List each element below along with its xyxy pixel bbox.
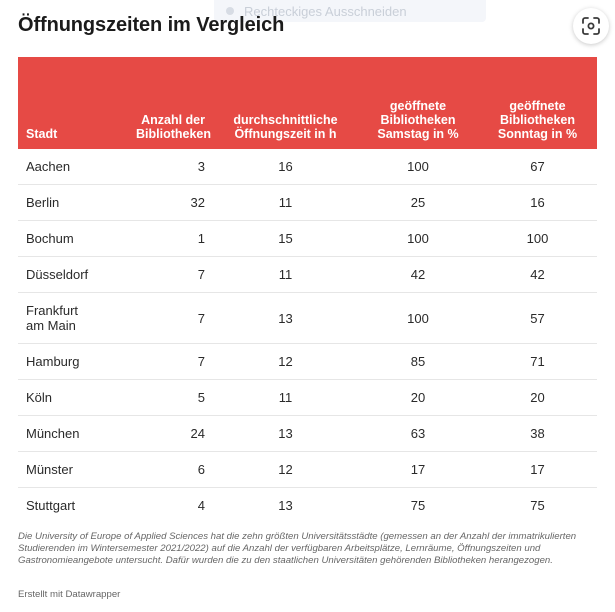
cell-oeffnungszeit: 13 [278,498,293,513]
cell-anzahl: 24 [128,415,213,452]
cell-anzahl: 32 [128,184,213,221]
cell-anzahl: 7 [128,292,213,344]
cell-stadt: Münster [18,451,128,488]
cell-sonntag: 17 [478,451,597,488]
credit-line: Erstellt mit Datawrapper [18,589,121,600]
table-row: Hamburg 7 12 85 71 [18,343,597,380]
table-header: Stadt Anzahl der Bibliotheken durchschni… [18,57,597,149]
cell-samstag: 100 [358,292,478,344]
cell-oeffnungszeit: 12 [213,451,358,488]
column-header-oeffnungszeit[interactable]: durchschnittliche Öffnungszeit in h [213,57,358,149]
cell-stadt: Aachen [18,149,128,185]
cell-anzahl: 6 [128,451,213,488]
cell-sonntag: 16 [478,184,597,221]
cell-samstag: 85 [358,343,478,380]
cell-oeffnungszeit: 13 [213,292,358,344]
scan-icon [582,17,600,35]
cell-anzahl: 3 [128,149,213,185]
cell-samstag: 42 [358,256,478,293]
scan-button[interactable] [573,8,609,44]
table-row: Bochum 1 15 100 100 [18,220,597,257]
cell-sonntag: 42 [478,256,597,293]
snip-mode-icon [226,7,234,15]
snip-mode-label: Rechteckiges Ausschneiden [244,3,407,19]
table-row: Köln 5 11 20 20 [18,379,597,416]
cell-sonntag: 75 [530,498,545,513]
cell-stadt: Hamburg [18,343,128,380]
cell-stadt: Bochum [18,220,128,257]
cell-oeffnungszeit: 12 [213,343,358,380]
column-header-anzahl[interactable]: Anzahl der Bibliotheken [128,57,213,149]
cell-samstag: 75 [410,498,426,513]
footnote: Die University of Europe of Applied Scie… [18,531,577,566]
table-body: Aachen 3 16 100 67 Berlin 32 11 25 16 Bo… [18,149,597,523]
cell-samstag: 100 [358,149,478,185]
cell-oeffnungszeit: 16 [213,149,358,185]
cell-sonntag: 67 [478,149,597,185]
table-row: Düsseldorf 7 11 42 42 [18,256,597,293]
cell-oeffnungszeit: 11 [213,256,358,293]
cell-sonntag: 38 [478,415,597,452]
cell-sonntag: 57 [478,292,597,344]
cell-anzahl: 7 [128,343,213,380]
cell-oeffnungszeit: 11 [213,379,358,416]
cell-stadt: Düsseldorf [18,256,128,293]
cell-stadt: Köln [18,379,128,416]
cell-stadt: Frankfurt am Main [18,292,128,344]
cell-oeffnungszeit: 13 [213,415,358,452]
cell-anzahl: 5 [128,379,213,416]
cell-anzahl: 1 [128,220,213,257]
cell-samstag: 100 [358,220,478,257]
table-row: Aachen 3 16 100 67 [18,149,597,185]
cell-samstag: 63 [358,415,478,452]
cell-samstag: 25 [358,184,478,221]
table-row: Frankfurt am Main 7 13 100 57 [18,292,597,344]
column-header-sonntag[interactable]: geöffnete Bibliotheken Sonntag in % [478,57,597,149]
table-row: Stuttgart 4 13 75 75 [18,488,597,524]
cell-sonntag: 20 [478,379,597,416]
cell-stadt: Stuttgart [26,498,76,513]
page-title: Öffnungszeiten im Vergleich [18,14,285,36]
column-header-samstag[interactable]: geöffnete Bibliotheken Samstag in % [358,57,478,149]
cell-stadt: München [18,415,128,452]
table-row: München 24 13 63 38 [18,415,597,452]
cell-sonntag: 71 [478,343,597,380]
data-table: Stadt Anzahl der Bibliotheken durchschni… [18,57,597,523]
cell-samstag: 17 [358,451,478,488]
cell-samstag: 20 [358,379,478,416]
table-row: Münster 6 12 17 17 [18,451,597,488]
table-row: Berlin 32 11 25 16 [18,184,597,221]
column-header-stadt[interactable]: Stadt [18,57,128,149]
cell-stadt: Berlin [18,184,128,221]
header-row: Stadt Anzahl der Bibliotheken durchschni… [18,57,597,149]
cell-anzahl: 7 [128,256,213,293]
snipping-toolbar: Rechteckiges Ausschneiden [214,0,486,22]
cell-oeffnungszeit: 11 [213,184,358,221]
cell-oeffnungszeit: 15 [213,220,358,257]
cell-sonntag: 100 [478,220,597,257]
cell-anzahl: 4 [197,498,205,513]
